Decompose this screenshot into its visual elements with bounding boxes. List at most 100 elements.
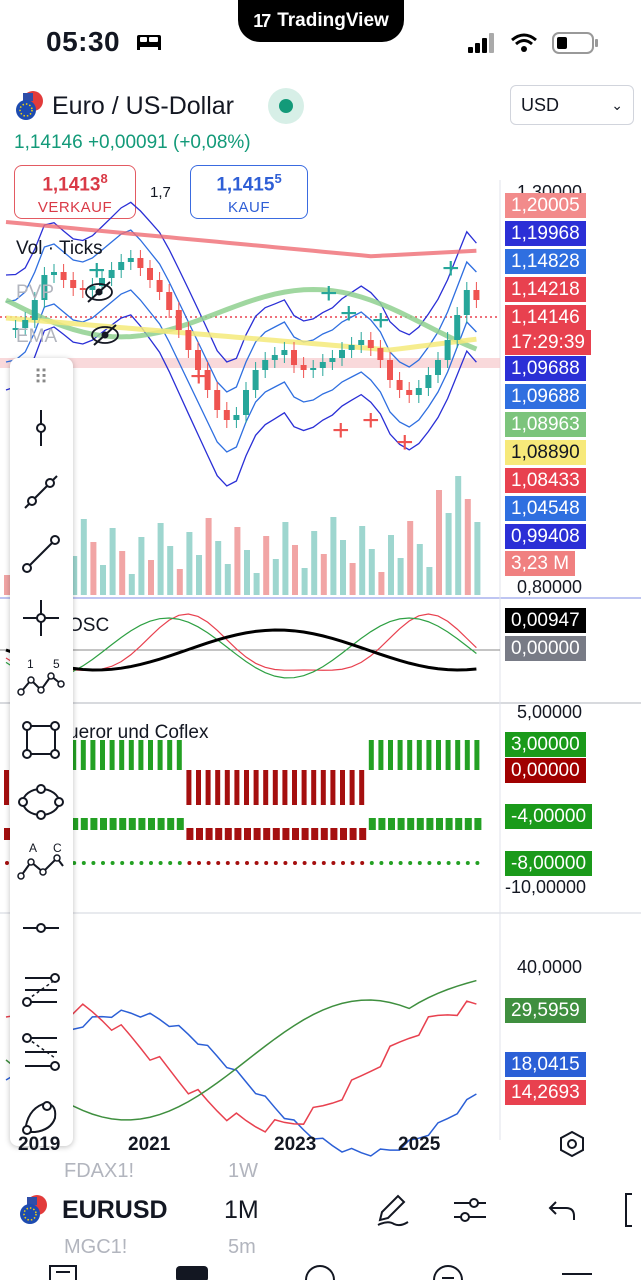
ray-tool[interactable] (17, 530, 65, 578)
candle-body (223, 410, 230, 420)
candle-body (473, 290, 480, 300)
volume-bar (388, 535, 394, 595)
gann-fan-tool[interactable] (17, 1028, 65, 1076)
ideas-tab-icon[interactable] (430, 1262, 466, 1280)
rectangle-tool[interactable] (17, 716, 65, 764)
pane-label-volume[interactable]: Vol · Ticks (16, 238, 103, 259)
coflex-bar (397, 818, 405, 830)
candlestick-series (12, 250, 480, 428)
coflex-bar (128, 740, 134, 770)
symbol-selector[interactable]: EURUSD (62, 1196, 168, 1224)
sell-label: VERKAUF (37, 199, 113, 217)
time-axis-2023: 2023 (274, 1134, 317, 1155)
coflex-dot (475, 861, 480, 865)
coflex-bar (272, 828, 280, 840)
trend-line-tool[interactable] (17, 468, 65, 516)
last-price-change: 1,14146 +0,00091 (+0,08%) (14, 132, 251, 153)
pane-label-coflex[interactable]: ueror und Coflex (68, 722, 209, 743)
volume-bar (320, 554, 327, 595)
candle-body (367, 340, 374, 348)
volume-bar (464, 499, 471, 595)
brush-tool[interactable] (17, 1092, 65, 1140)
settings-hex-icon[interactable] (558, 1130, 586, 1158)
battery-icon (552, 32, 598, 54)
coflex-dot (302, 861, 307, 865)
coflex-dot (216, 861, 221, 865)
undo-icon[interactable] (548, 1196, 576, 1224)
watchlist-tab-icon[interactable] (48, 1262, 80, 1280)
candle-body (444, 340, 451, 360)
redo-partial-icon[interactable] (620, 1192, 641, 1228)
time-axis-2021: 2021 (128, 1134, 171, 1155)
coflex-dot (273, 861, 278, 865)
coflex-dot (312, 861, 317, 865)
vertical-line-tool[interactable] (17, 404, 65, 452)
coflex-bar (426, 740, 432, 770)
candle-body (118, 262, 125, 270)
candle-body (435, 360, 441, 375)
coflex-bar (311, 770, 317, 805)
volume-bar (407, 521, 414, 595)
ghost-interval-1: 1W (228, 1160, 258, 1182)
symbol-title[interactable]: Euro / US-Dollar (52, 92, 234, 120)
sell-button[interactable]: 1,14138 VERKAUF (14, 165, 136, 219)
coflex-bar (167, 740, 173, 770)
vertical-line-icon (36, 410, 46, 446)
coflex-bar (474, 740, 480, 770)
candle-body (281, 350, 288, 355)
candle-body (310, 368, 317, 370)
buy-button[interactable]: 1,14155 KAUF (190, 165, 308, 219)
candle-body (99, 278, 105, 286)
time-axis-2019: 2019 (18, 1134, 61, 1155)
horizontal-line-icon (23, 923, 59, 933)
currency-select[interactable]: USD ⌄ (510, 85, 634, 125)
chart-tab-icon[interactable] (172, 1262, 212, 1280)
crosshair-tool[interactable] (17, 594, 65, 642)
candle-body (31, 300, 38, 320)
indicators-settings-icon[interactable] (452, 1194, 488, 1226)
fib-retracement-tool[interactable] (17, 966, 65, 1014)
volume-bar (100, 565, 106, 595)
volume-bar (330, 517, 337, 595)
coflex-bar (90, 818, 98, 830)
volume-bar (397, 558, 404, 595)
candle-body (51, 272, 57, 275)
ellipse-tool[interactable] (17, 778, 65, 826)
buy-label: KAUF (227, 199, 270, 217)
coflex-bar (253, 770, 259, 805)
interval-selector[interactable]: 1M (224, 1196, 259, 1224)
coflex-bar (282, 828, 290, 840)
toolbar-drag-handle-icon[interactable]: ⠿ (33, 366, 49, 389)
pen-draw-icon[interactable] (374, 1192, 410, 1228)
volume-bar (272, 559, 279, 595)
pane-label-osc[interactable]: OSC (68, 615, 110, 636)
coflex-bar (196, 828, 203, 840)
axis-label-vol-bottom: 0,80000 (517, 577, 582, 597)
coflex-bar (71, 740, 77, 770)
horizontal-ray-tool[interactable] (17, 904, 65, 952)
coflex-bar (340, 828, 347, 840)
explore-tab-icon[interactable] (302, 1262, 338, 1280)
signal-marker: + (362, 404, 380, 437)
coflex-bar (234, 828, 242, 840)
chevron-down-icon: ⌄ (611, 96, 623, 113)
coflex-bar (407, 740, 413, 770)
coflex-dot (245, 861, 249, 865)
menu-tab-icon[interactable] (560, 1262, 594, 1280)
volume-bar (244, 550, 250, 595)
eye-hidden-icon[interactable] (90, 323, 120, 347)
coflex-bar (176, 740, 182, 770)
pane-label-ema[interactable]: EMA (16, 326, 58, 347)
bottom-toolbar (0, 1180, 641, 1280)
candle-body (463, 290, 470, 315)
coflex-bar (416, 818, 424, 830)
candle-body (137, 258, 144, 268)
coflex-dot (5, 861, 9, 865)
eye-hidden-icon[interactable] (84, 280, 114, 304)
pane-label-pvp[interactable]: PVP (16, 282, 55, 303)
candle-body (204, 370, 211, 390)
